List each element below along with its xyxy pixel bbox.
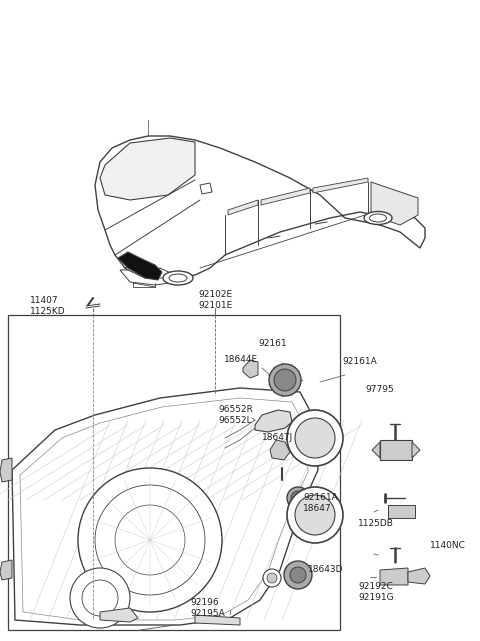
- Circle shape: [284, 561, 312, 589]
- Text: 92161A: 92161A: [342, 358, 377, 367]
- Circle shape: [70, 568, 130, 628]
- Circle shape: [274, 369, 296, 391]
- Circle shape: [291, 491, 305, 505]
- Polygon shape: [255, 410, 292, 432]
- Polygon shape: [12, 388, 318, 625]
- Text: 18644E: 18644E: [224, 356, 258, 365]
- Polygon shape: [408, 568, 430, 584]
- Circle shape: [78, 468, 222, 612]
- Polygon shape: [412, 442, 420, 458]
- Text: 97795: 97795: [365, 385, 394, 394]
- Text: 11407
1125KD: 11407 1125KD: [30, 296, 66, 316]
- Circle shape: [295, 495, 335, 535]
- Text: 92161: 92161: [258, 340, 287, 349]
- Text: 92161A
18647: 92161A 18647: [303, 494, 338, 513]
- Text: 1125DB: 1125DB: [358, 519, 394, 528]
- Polygon shape: [200, 183, 212, 194]
- Polygon shape: [261, 188, 310, 205]
- Polygon shape: [100, 138, 195, 200]
- Text: 18647J: 18647J: [262, 433, 293, 442]
- Circle shape: [263, 569, 281, 587]
- Text: 92196
92195A: 92196 92195A: [190, 598, 225, 618]
- Circle shape: [295, 418, 335, 458]
- Polygon shape: [243, 360, 258, 378]
- Polygon shape: [380, 568, 408, 585]
- Polygon shape: [380, 440, 412, 460]
- Polygon shape: [388, 505, 415, 518]
- Text: 96552R
96552L: 96552R 96552L: [218, 405, 253, 425]
- Circle shape: [287, 410, 343, 466]
- Polygon shape: [0, 560, 12, 580]
- Ellipse shape: [163, 271, 193, 285]
- Polygon shape: [371, 182, 418, 225]
- Polygon shape: [118, 252, 162, 280]
- Circle shape: [290, 567, 306, 583]
- Circle shape: [269, 364, 301, 396]
- Circle shape: [287, 487, 309, 509]
- Polygon shape: [228, 200, 258, 215]
- Polygon shape: [95, 136, 425, 282]
- Text: 92192C
92191G: 92192C 92191G: [358, 582, 394, 602]
- Polygon shape: [195, 615, 240, 625]
- Polygon shape: [313, 178, 368, 193]
- Polygon shape: [120, 270, 170, 285]
- Text: 92102E
92101E: 92102E 92101E: [198, 290, 232, 310]
- Polygon shape: [8, 315, 340, 630]
- Ellipse shape: [364, 212, 392, 224]
- Circle shape: [267, 573, 277, 583]
- Polygon shape: [0, 458, 12, 482]
- Circle shape: [287, 487, 343, 543]
- Polygon shape: [270, 440, 290, 460]
- Polygon shape: [100, 608, 138, 622]
- Polygon shape: [372, 442, 380, 458]
- Text: 18643D: 18643D: [308, 565, 344, 574]
- Text: 1140NC: 1140NC: [430, 540, 466, 549]
